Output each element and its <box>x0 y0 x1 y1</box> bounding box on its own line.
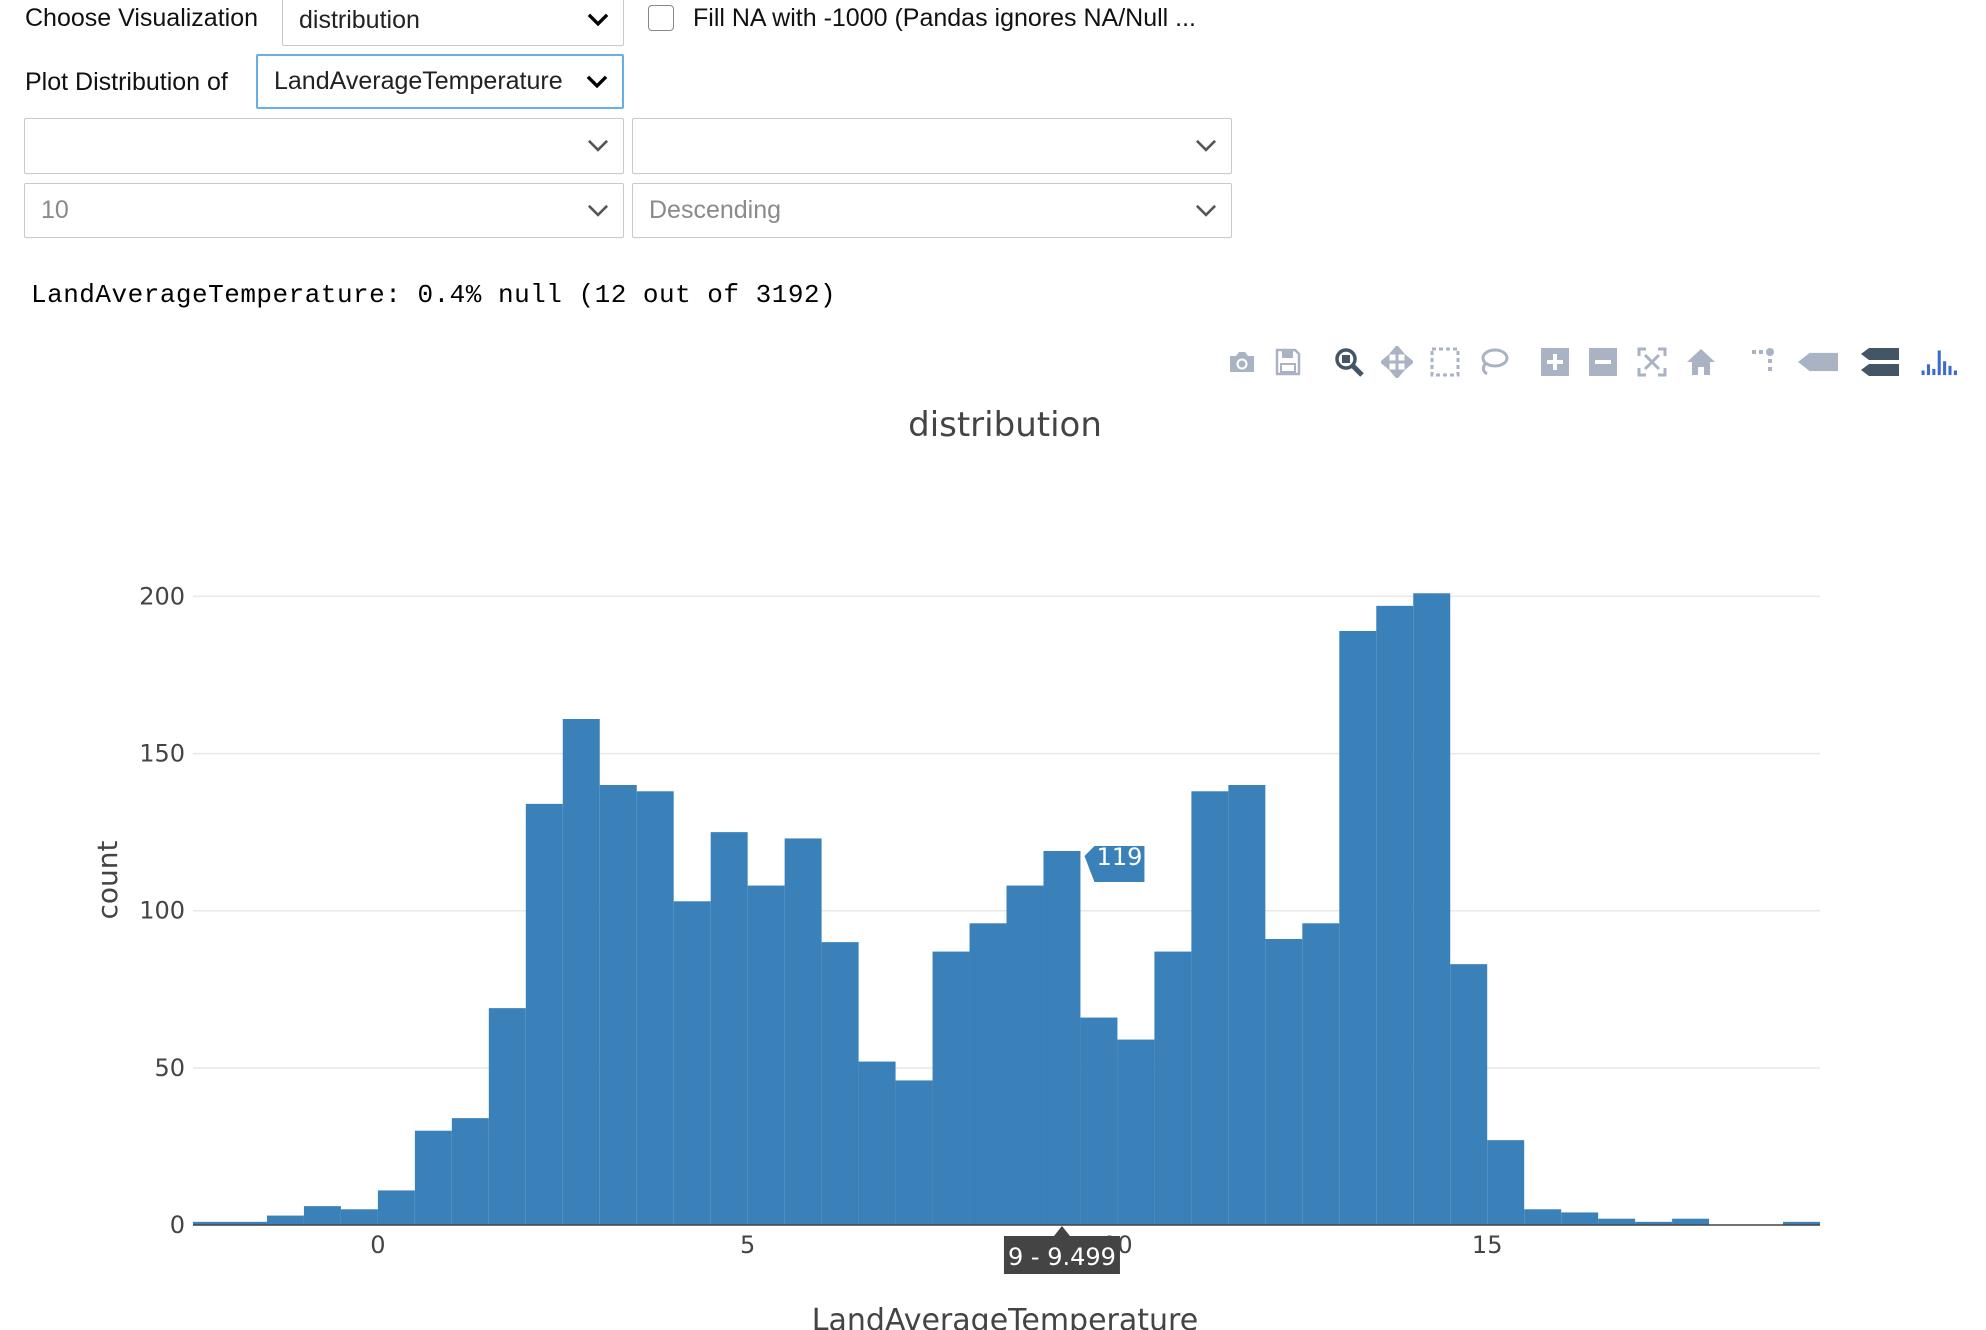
pan-icon[interactable] <box>1377 340 1417 384</box>
lasso-icon[interactable] <box>1473 340 1513 384</box>
histogram-bar <box>1006 885 1044 1225</box>
bars-layer <box>193 593 1820 1225</box>
histogram-bar <box>1154 951 1192 1225</box>
hover-closest-icon[interactable] <box>1798 340 1838 384</box>
plot-distribution-select[interactable]: LandAverageTemperature <box>256 54 624 109</box>
histogram-bar <box>932 951 970 1225</box>
chevron-down-icon <box>1195 139 1217 152</box>
hover-layer: 119 9 - 9.499 <box>1003 843 1145 1274</box>
chart-title: distribution <box>908 405 1102 445</box>
histogram-bar <box>1635 1221 1673 1225</box>
spike-lines-icon[interactable] <box>1742 340 1782 384</box>
histogram-bar <box>895 1080 933 1225</box>
histogram-bar <box>229 1221 267 1225</box>
histogram-bar <box>969 923 1007 1225</box>
histogram-bar <box>821 942 859 1225</box>
histogram-bar <box>1302 923 1340 1225</box>
histogram-bar <box>451 1118 489 1225</box>
sort-order-select-value: Descending <box>649 196 782 224</box>
histogram-bar <box>673 901 711 1225</box>
plotly-logo-icon[interactable] <box>1920 340 1960 384</box>
x-axis-title: LandAverageTemperature <box>812 1303 1198 1330</box>
chevron-down-icon <box>587 139 609 152</box>
range-hover-text: 9 - 9.499 <box>1008 1243 1116 1271</box>
y-tick-label: 150 <box>139 740 185 768</box>
axis-layer: 050100150200051015 <box>139 582 1820 1259</box>
histogram-bar <box>562 719 600 1225</box>
histogram-bar <box>858 1061 896 1225</box>
x-tick-label: 0 <box>370 1231 385 1259</box>
histogram-bar <box>747 885 785 1225</box>
histogram-bar <box>377 1190 415 1225</box>
histogram-bar <box>1524 1209 1562 1225</box>
x-tick-label: 15 <box>1472 1231 1503 1259</box>
top-n-select-value: 10 <box>41 196 69 224</box>
hover-compare-icon[interactable] <box>1860 340 1900 384</box>
histogram-bar <box>1672 1218 1710 1225</box>
y-tick-label: 200 <box>139 582 185 610</box>
histogram-bar <box>1265 939 1303 1225</box>
value-hover-label: 119 <box>1084 843 1145 882</box>
filter-select[interactable] <box>632 118 1232 174</box>
plot-distribution-label: Plot Distribution of <box>25 68 228 96</box>
histogram-bar <box>1339 631 1377 1225</box>
null-info-text: LandAverageTemperature: 0.4% null (12 ou… <box>31 280 837 310</box>
histogram-bar <box>636 791 674 1225</box>
y-axis-title: count <box>91 840 124 919</box>
choose-visualization-label: Choose Visualization <box>25 4 259 32</box>
histogram-bar <box>599 785 637 1225</box>
histogram-bar <box>340 1209 378 1225</box>
range-hover-box <box>1003 1226 1120 1274</box>
chevron-down-icon <box>587 13 609 27</box>
histogram-bar <box>414 1130 452 1225</box>
histogram-bar <box>1450 964 1488 1225</box>
visualization-select-value: distribution <box>299 5 420 34</box>
chevron-down-icon <box>587 204 609 217</box>
sort-order-select[interactable]: Descending <box>632 183 1232 238</box>
range-hover-label: 9 - 9.499 <box>1003 1226 1120 1274</box>
plot-distribution-select-value: LandAverageTemperature <box>274 67 563 95</box>
histogram-bar <box>488 1008 526 1225</box>
histogram-bar <box>1413 593 1451 1225</box>
histogram-bar <box>1561 1212 1599 1225</box>
y-tick-label: 50 <box>154 1054 185 1082</box>
histogram-bar <box>710 832 748 1225</box>
group-by-select[interactable] <box>24 118 624 174</box>
histogram-bar <box>525 803 563 1225</box>
histogram-bar <box>1598 1218 1636 1225</box>
fillna-label: Fill NA with -1000 (Pandas ignores NA/Nu… <box>693 4 1196 32</box>
top-n-select[interactable]: 10 <box>24 183 624 238</box>
zoom-icon[interactable] <box>1329 340 1369 384</box>
save-icon[interactable] <box>1268 340 1308 384</box>
value-hover-text: 119 <box>1097 843 1143 871</box>
histogram-bar <box>1043 851 1081 1225</box>
histogram-bar <box>1376 605 1414 1225</box>
histogram-bar <box>1487 1140 1525 1225</box>
visualization-select[interactable]: distribution <box>282 0 624 46</box>
histogram-bar <box>266 1215 304 1225</box>
histogram-bar <box>1228 785 1266 1225</box>
value-hover-box <box>1084 846 1145 882</box>
x-tick-label: 5 <box>740 1231 755 1259</box>
histogram-bar <box>1783 1221 1820 1225</box>
zoom-in-icon[interactable] <box>1535 340 1575 384</box>
histogram-bar <box>1117 1039 1155 1225</box>
histogram-bar <box>1191 791 1229 1225</box>
chevron-down-icon <box>586 75 608 88</box>
chevron-down-icon <box>1195 204 1217 217</box>
autoscale-icon[interactable] <box>1632 340 1672 384</box>
histogram-bar <box>1080 1017 1118 1225</box>
histogram-bar <box>193 1221 230 1225</box>
reset-axes-icon[interactable] <box>1681 340 1721 384</box>
histogram-bar <box>303 1206 341 1225</box>
fillna-checkbox[interactable] <box>648 5 674 31</box>
y-tick-label: 100 <box>139 897 185 925</box>
zoom-out-icon[interactable] <box>1583 340 1623 384</box>
histogram-bar <box>784 838 822 1225</box>
y-tick-label: 0 <box>170 1211 185 1239</box>
box-select-icon[interactable] <box>1425 340 1465 384</box>
camera-icon[interactable] <box>1222 340 1262 384</box>
